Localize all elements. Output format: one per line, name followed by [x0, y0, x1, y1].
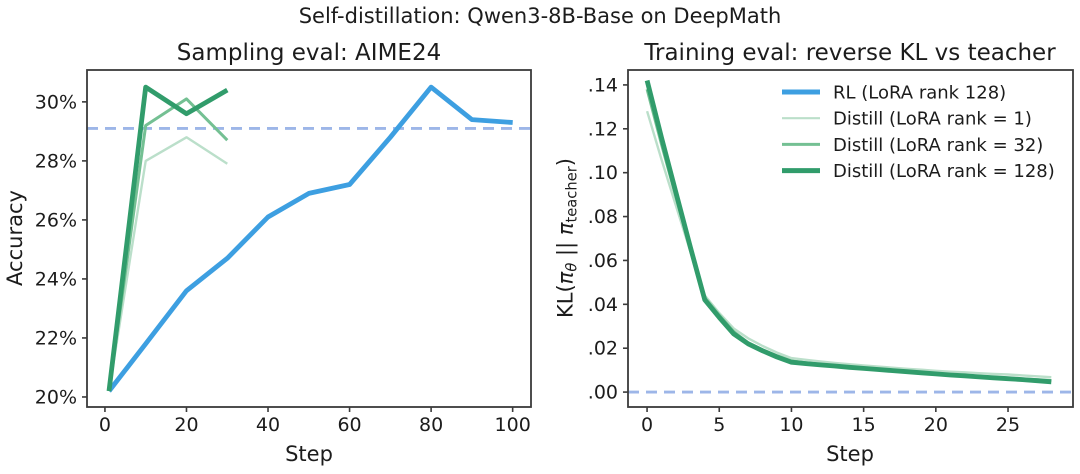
x-tick-label: 25 — [996, 414, 1020, 436]
axes-spine — [86, 69, 532, 408]
y-tick-label: 30% — [35, 91, 77, 113]
series-line — [107, 136, 228, 392]
series-line — [106, 84, 229, 392]
right-chart-title: Training eval: reverse KL vs teacher — [644, 40, 1056, 66]
series-line — [644, 79, 1052, 385]
y-tick-label: 20% — [35, 386, 77, 408]
x-tick-label: 20 — [174, 414, 198, 436]
y-tick-label: .08 — [588, 206, 618, 228]
x-tick-label: 15 — [852, 414, 876, 436]
axes-spine — [627, 69, 1074, 408]
x-tick-label: 10 — [779, 414, 803, 436]
x-tick-label: 0 — [641, 414, 653, 436]
series-line — [645, 88, 1052, 382]
x-tick-label: 0 — [99, 414, 111, 436]
y-tick-label: .00 — [588, 382, 618, 404]
series-line — [107, 84, 513, 393]
x-tick-label: 40 — [256, 414, 280, 436]
x-tick-label: 20 — [924, 414, 948, 436]
y-tick-label: 22% — [35, 327, 77, 349]
right-chart-xlabel: Step — [826, 442, 874, 466]
y-tick-label: .10 — [588, 162, 618, 184]
x-tick-label: 60 — [337, 414, 361, 436]
x-tick-label: 100 — [495, 414, 531, 436]
legend-label: Distill (LoRA rank = 32) — [833, 135, 1043, 156]
legend-label: Distill (LoRA rank = 128) — [833, 161, 1055, 182]
y-tick-label: .04 — [588, 294, 618, 316]
x-tick-label: 80 — [419, 414, 443, 436]
y-tick-label: .14 — [588, 74, 618, 96]
y-tick-label: 26% — [35, 209, 77, 231]
y-tick-label: 24% — [35, 268, 77, 290]
y-tick-label: .06 — [588, 250, 618, 272]
y-tick-label: .12 — [588, 118, 618, 140]
y-tick-label: 28% — [35, 150, 77, 172]
legend-label: RL (LoRA rank 128) — [833, 83, 1006, 104]
x-tick-label: 5 — [713, 414, 725, 436]
legend-label: Distill (LoRA rank = 1) — [833, 109, 1032, 130]
left-chart-xlabel: Step — [285, 442, 333, 466]
y-tick-label: .02 — [588, 338, 618, 360]
left-chart-title: Sampling eval: AIME24 — [176, 40, 442, 66]
figure-suptitle: Self-distillation: Qwen3-8B-Base on Deep… — [298, 4, 782, 28]
